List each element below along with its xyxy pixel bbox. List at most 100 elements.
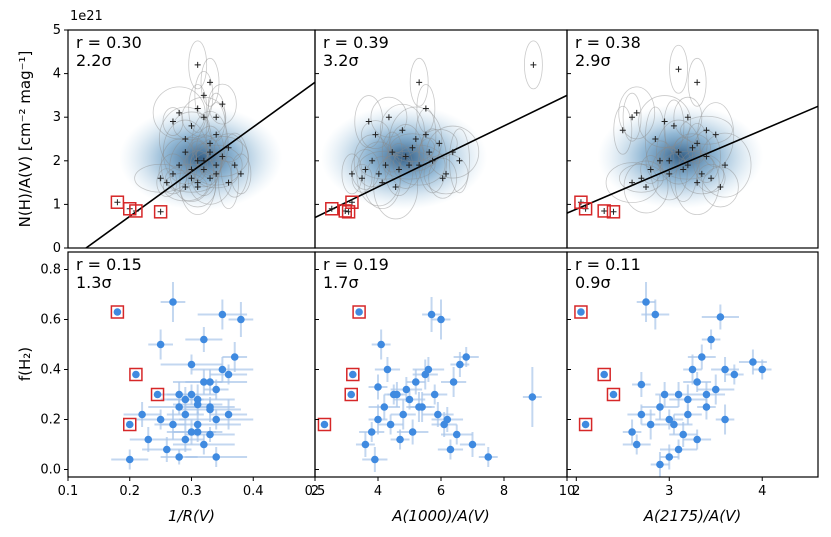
data-point	[348, 170, 355, 177]
error-ellipse	[696, 163, 726, 193]
data-point	[156, 415, 165, 424]
error-ellipse	[605, 162, 659, 204]
panel-top-left: r = 0.302.2σ 0 1 2 3 4 5	[53, 23, 316, 256]
data-point	[629, 114, 636, 121]
data-point	[689, 144, 696, 151]
data-point	[359, 175, 366, 182]
error-ellipse	[162, 107, 184, 136]
data-point	[629, 179, 636, 186]
data-point	[200, 157, 207, 164]
data-point	[181, 410, 190, 419]
data-point	[213, 170, 220, 177]
data-point	[449, 378, 458, 386]
highlight-point	[601, 207, 608, 214]
data-point	[181, 395, 190, 404]
error-ellipse	[370, 96, 408, 138]
r-label: r = 0.19	[323, 255, 389, 274]
data-point	[176, 162, 183, 169]
data-point	[163, 445, 171, 454]
plot-area	[567, 44, 818, 219]
error-ellipse	[381, 131, 403, 173]
data-point	[213, 114, 220, 121]
plot-area	[84, 40, 315, 248]
data-point	[138, 410, 146, 419]
r-label: r = 0.38	[575, 33, 641, 52]
data-point	[144, 435, 153, 444]
data-point	[693, 378, 701, 386]
data-point	[207, 175, 214, 182]
axes-frame	[566, 29, 819, 249]
data-point	[666, 157, 673, 164]
error-ellipse	[697, 102, 735, 168]
error-ellipse	[618, 163, 664, 193]
data-point	[385, 114, 392, 121]
data-point	[200, 92, 207, 99]
error-ellipse	[686, 122, 708, 164]
x-tick-label: 4	[374, 484, 382, 499]
data-point	[212, 415, 220, 424]
x-tick-label: 6	[437, 484, 445, 499]
data-point	[193, 420, 202, 429]
data-point	[405, 395, 414, 404]
x-tick-label: 2	[572, 484, 580, 499]
error-ellipse	[165, 163, 218, 193]
data-point	[399, 410, 408, 419]
error-ellipse	[389, 106, 443, 172]
error-ellipse	[409, 57, 429, 107]
data-point	[182, 149, 189, 156]
y-tick-label: 1	[53, 197, 61, 212]
data-point	[237, 315, 245, 324]
error-ellipse	[158, 106, 212, 172]
data-point	[422, 131, 429, 138]
error-ellipse	[169, 137, 214, 202]
error-ellipse	[152, 86, 206, 140]
y-tick-label: 4	[53, 67, 61, 82]
data-point	[717, 183, 724, 190]
data-point	[200, 378, 208, 386]
data-point	[633, 109, 640, 116]
data-point	[175, 390, 183, 399]
highlight-box	[129, 204, 143, 218]
data-point	[416, 79, 423, 86]
highlight-point	[320, 420, 329, 429]
density-cloud	[119, 105, 283, 211]
y-tick-label: 0.6	[40, 313, 61, 328]
data-point	[528, 393, 537, 401]
error-ellipse	[698, 132, 752, 198]
error-ellipse	[418, 128, 448, 194]
data-point	[698, 170, 705, 177]
data-point	[656, 157, 663, 164]
data-point	[207, 140, 214, 147]
data-point	[207, 79, 214, 86]
highlight-point	[609, 390, 618, 399]
error-ellipse	[214, 133, 243, 163]
error-ellipse	[158, 153, 188, 195]
plot-area	[574, 282, 772, 477]
data-point	[169, 420, 177, 429]
data-point	[169, 118, 176, 125]
data-point	[421, 370, 430, 379]
data-point	[412, 378, 420, 386]
error-ellipse	[669, 44, 688, 94]
data-point	[436, 140, 443, 147]
data-point	[206, 430, 214, 439]
error-ellipse	[218, 156, 239, 210]
data-point	[702, 403, 711, 411]
data-point	[426, 149, 433, 156]
highlight-point	[132, 370, 140, 379]
data-point	[402, 385, 411, 394]
data-point	[443, 170, 450, 177]
y-offset-label: 1e21	[70, 9, 103, 24]
data-point	[656, 460, 664, 469]
data-point	[684, 395, 692, 404]
data-point	[163, 179, 170, 186]
data-point	[219, 101, 226, 108]
data-point	[684, 410, 692, 419]
data-point	[392, 183, 399, 190]
data-point	[362, 166, 369, 173]
data-point	[382, 162, 389, 169]
error-ellipse	[134, 163, 188, 193]
data-point	[402, 153, 409, 160]
data-point	[406, 162, 413, 169]
data-point	[224, 370, 233, 379]
